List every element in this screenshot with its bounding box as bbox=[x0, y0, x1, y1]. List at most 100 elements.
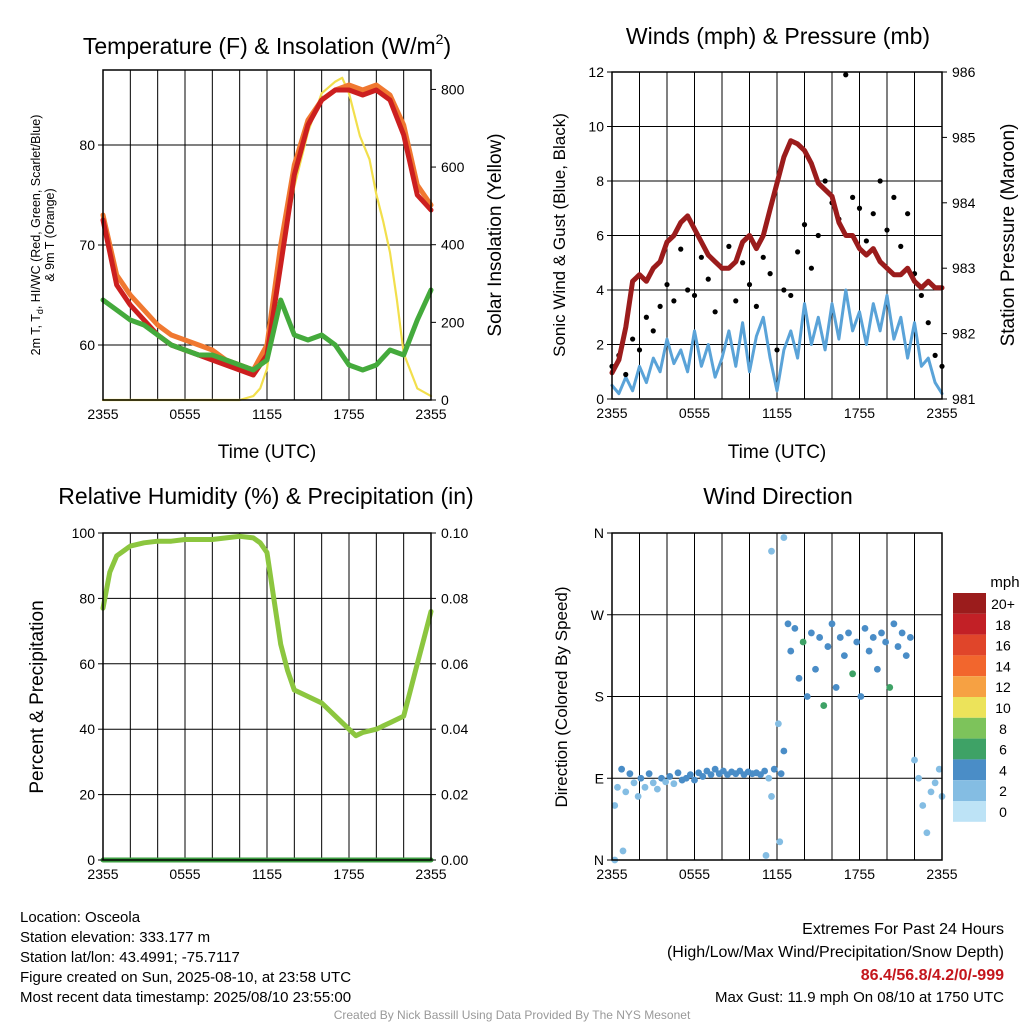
legend-swatch bbox=[953, 655, 986, 677]
y-tick-label: N bbox=[594, 852, 604, 868]
gust-point bbox=[801, 222, 808, 228]
x-tick-label: 1155 bbox=[762, 405, 792, 421]
max-gust-text: Max Gust: 11.9 mph On 08/10 at 1750 UTC bbox=[715, 989, 1004, 1006]
legend-label: 12 bbox=[995, 679, 1011, 695]
gust-point bbox=[870, 211, 876, 217]
y2-tick-label: 0.06 bbox=[441, 656, 468, 672]
svg-text:2m T, Td, HI/WC (Red, Green, S: 2m T, Td, HI/WC (Red, Green, Scarlet/Blu… bbox=[29, 115, 45, 356]
y-tick-label: 2 bbox=[596, 337, 604, 353]
x-tick-label: 2355 bbox=[596, 866, 627, 882]
direction-point bbox=[857, 693, 865, 700]
y-tick-label: 10 bbox=[588, 119, 604, 135]
gust-point bbox=[843, 72, 849, 78]
y2-tick-label: 800 bbox=[441, 81, 465, 97]
direction-point bbox=[873, 665, 881, 673]
y2-tick-label: 0.02 bbox=[441, 787, 468, 803]
created-text: Figure created on Sun, 2025-08-10, at 23… bbox=[20, 969, 351, 986]
legend-label: 16 bbox=[995, 638, 1011, 654]
direction-point bbox=[618, 765, 626, 773]
legend-swatch bbox=[953, 613, 986, 635]
extremes-subtitle: (High/Low/Max Wind/Precipitation/Snow De… bbox=[667, 944, 1004, 961]
y2-tick-label: 200 bbox=[441, 314, 465, 330]
direction-point bbox=[845, 629, 852, 637]
gust-point bbox=[698, 254, 704, 260]
extremes-title: Extremes For Past 24 Hours bbox=[802, 921, 1004, 938]
x-tick-label: 2355 bbox=[926, 866, 957, 882]
wind-direction-y-axis-label: Direction (Colored By Speed) bbox=[552, 586, 571, 807]
svg-text:& 9m T (Orange): & 9m T (Orange) bbox=[43, 188, 57, 281]
gust-point bbox=[671, 298, 677, 304]
y-tick-label: 0 bbox=[596, 391, 604, 407]
wind_speed-line bbox=[610, 288, 944, 396]
x-tick-label: 1155 bbox=[762, 866, 792, 882]
direction-point bbox=[707, 771, 715, 779]
x-tick-label: 2355 bbox=[415, 866, 446, 882]
direction-point bbox=[791, 624, 799, 632]
temperature-series-layer bbox=[100, 76, 434, 402]
gust-point bbox=[726, 243, 732, 249]
direction-point bbox=[626, 770, 634, 778]
winds-y-axis-label: Sonic Wind & Gust (Blue, Black) bbox=[550, 113, 569, 357]
y-tick-label: 100 bbox=[72, 525, 96, 541]
gust-point bbox=[733, 298, 739, 304]
gust-point bbox=[685, 287, 691, 293]
gust-point bbox=[705, 276, 711, 282]
rh-line bbox=[100, 533, 434, 739]
direction-point bbox=[686, 771, 694, 779]
pressure-line bbox=[609, 138, 945, 376]
direction-point bbox=[777, 770, 785, 778]
x-tick-label: 1155 bbox=[252, 866, 282, 882]
legend-label: 20+ bbox=[991, 596, 1015, 612]
y2-tick-label: 0.00 bbox=[441, 852, 468, 868]
gust-point bbox=[691, 292, 698, 299]
footer: Location: Osceola Station elevation: 333… bbox=[20, 909, 1004, 1022]
direction-point bbox=[890, 620, 898, 628]
direction-point bbox=[807, 629, 815, 637]
temperature-panel: Temperature (F) & Insolation (W/m2) 2355… bbox=[29, 31, 506, 463]
legend-title: mph bbox=[990, 574, 1019, 591]
winds-right-axis-label: Station Pressure (Maroon) bbox=[998, 124, 1019, 347]
gust-point bbox=[781, 287, 787, 293]
humidity-tick-labels: 2355 0555 1155 1755 23550204060801000.000.02… bbox=[72, 525, 469, 882]
gust-point bbox=[678, 246, 684, 252]
direction-point bbox=[630, 779, 638, 787]
y-tick-label: 4 bbox=[596, 282, 604, 298]
gust-point bbox=[877, 178, 883, 184]
legend-swatch bbox=[953, 697, 986, 718]
x-tick-label: 1755 bbox=[333, 866, 364, 882]
x-tick-label: 2355 bbox=[87, 406, 118, 422]
y2-tick-label: 0.10 bbox=[441, 525, 468, 541]
gust-point bbox=[788, 292, 794, 299]
y2-tick-label: 600 bbox=[441, 159, 465, 175]
gust-point bbox=[898, 243, 904, 249]
x-tick-label: 2355 bbox=[596, 405, 627, 421]
y2-tick-label: 985 bbox=[952, 129, 976, 145]
humidity-plot-frame bbox=[102, 532, 432, 861]
direction-point bbox=[911, 756, 918, 764]
direction-point bbox=[645, 770, 653, 778]
y-tick-label: N bbox=[594, 525, 604, 541]
y-tick-label: 6 bbox=[596, 228, 604, 244]
humidity-grid bbox=[103, 533, 431, 860]
legend-label: 18 bbox=[995, 617, 1011, 633]
direction-point bbox=[898, 629, 906, 637]
direction-point bbox=[882, 638, 890, 646]
x-tick-label: 0555 bbox=[169, 866, 200, 882]
direction-point bbox=[906, 634, 914, 641]
direction-point bbox=[869, 634, 877, 641]
direction-point bbox=[614, 783, 621, 791]
speed-legend: 20+ 18 16 14 12 10 8 6 4 2 0 bbox=[953, 593, 1015, 822]
gust-point bbox=[884, 227, 890, 233]
direction-point bbox=[799, 638, 807, 646]
direction-point bbox=[761, 767, 769, 775]
direction-point bbox=[836, 634, 844, 641]
winds-x-axis-label: Time (UTC) bbox=[728, 442, 827, 463]
direction-point bbox=[670, 780, 678, 788]
direction-point bbox=[699, 773, 707, 780]
direction-point bbox=[784, 620, 792, 628]
wind-direction-chart-title: Wind Direction bbox=[703, 483, 853, 509]
direction-point bbox=[770, 765, 778, 773]
location-text: Location: Osceola bbox=[20, 909, 141, 926]
